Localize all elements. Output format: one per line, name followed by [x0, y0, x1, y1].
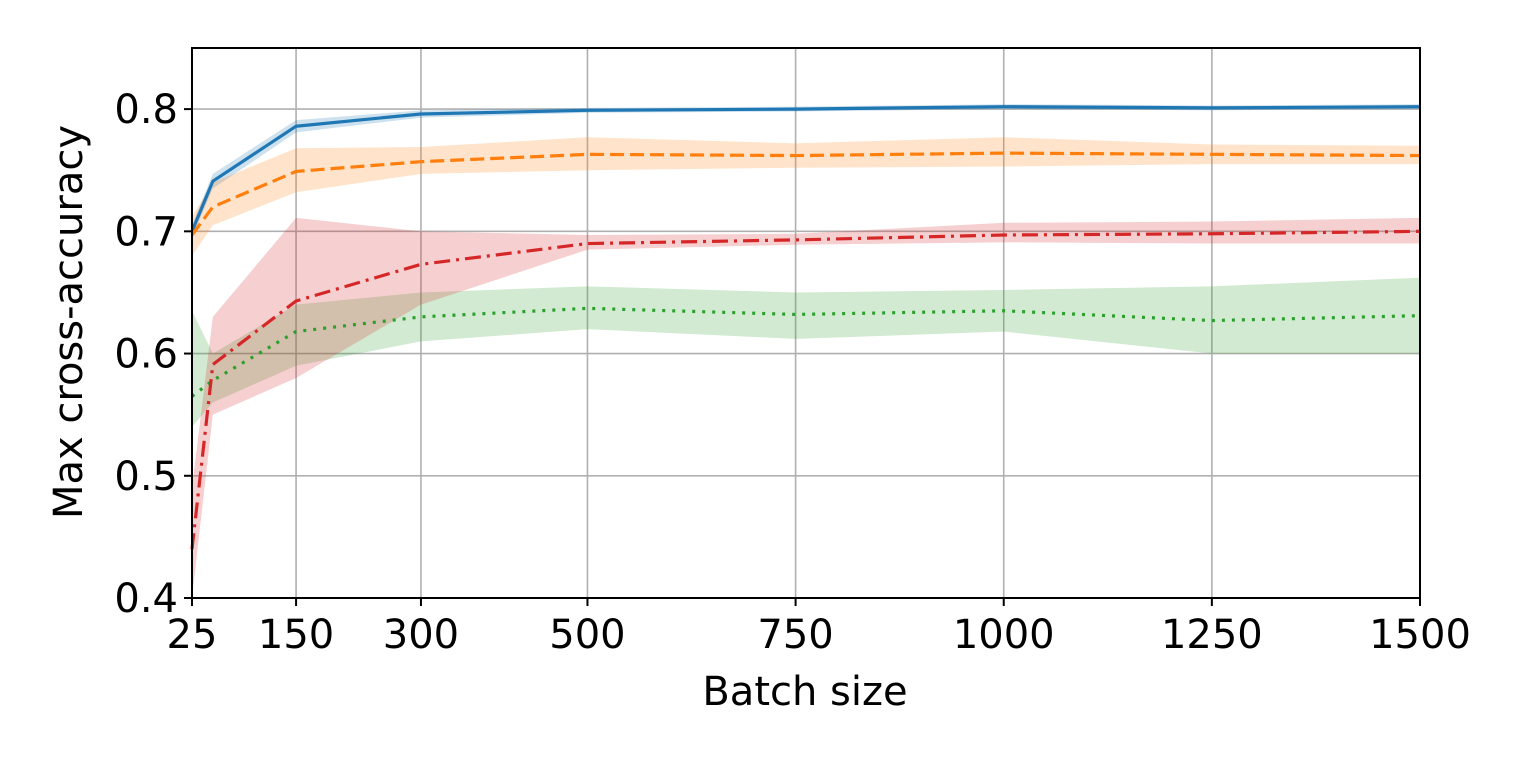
x-tick-label: 500 — [549, 612, 625, 658]
x-tick-label: 1250 — [1161, 612, 1263, 658]
plot-frame — [191, 47, 1421, 599]
y-tick-label: 0.7 — [114, 209, 178, 255]
y-tick-label: 0.5 — [114, 454, 178, 500]
x-axis-label: Batch size — [702, 669, 907, 715]
y-axis-ticks: 0.4 0.5 0.6 0.7 0.8 — [114, 87, 192, 622]
x-tick-label: 1500 — [1369, 612, 1471, 658]
series-line-3 — [191, 306, 1421, 398]
confidence-band-4 — [192, 217, 1420, 598]
x-tick-label: 750 — [757, 612, 833, 658]
x-tick-label: 25 — [167, 612, 218, 658]
confidence-band-2 — [192, 137, 1420, 256]
series-line-1 — [190, 105, 1421, 232]
series-line-2 — [190, 151, 1421, 236]
y-tick-label: 0.6 — [114, 332, 178, 378]
x-tick-label: 150 — [258, 612, 334, 658]
x-tick-label: 1000 — [953, 612, 1055, 658]
x-axis-ticks: 25 150 300 500 750 1000 1250 1500 — [167, 598, 1471, 658]
y-tick-label: 0.4 — [114, 576, 178, 622]
y-axis-label: Max cross-accuracy — [46, 125, 92, 519]
x-tick-label: 300 — [383, 612, 459, 658]
series-line-4 — [190, 229, 1421, 550]
series-lines — [190, 105, 1421, 550]
y-tick-label: 0.8 — [114, 87, 178, 133]
